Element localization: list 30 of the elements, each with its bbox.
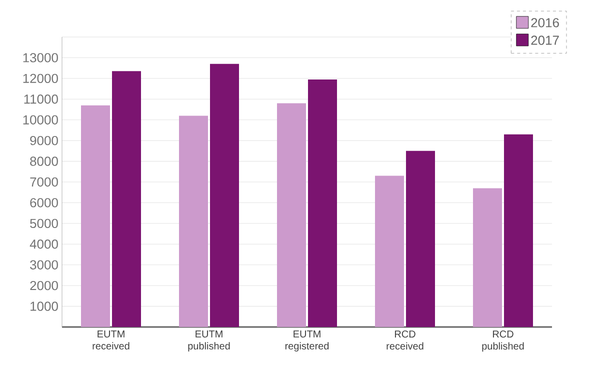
bar [179,116,208,327]
y-tick-label: 13000 [23,53,58,62]
y-tick-label: 7000 [30,177,58,187]
bar [504,134,533,327]
bar [112,71,142,327]
bar [277,103,306,327]
x-tick-label: RCD received [386,330,424,350]
x-tick-label: RCD published [482,330,524,352]
x-tick-label: EUTM received [92,330,130,350]
bar [375,176,404,327]
x-tick-label: EUTM published [188,330,230,352]
y-tick-label: 9000 [30,136,58,146]
legend-label: 2017 [531,36,559,45]
bar [81,105,110,327]
y-tick-label: 5000 [30,218,58,228]
y-tick-label: 1000 [30,302,58,311]
bar [210,64,240,327]
y-tick-label: 11000 [24,94,58,104]
y-tick-label: 6000 [30,198,58,208]
y-tick-label: 4000 [30,240,58,249]
y-tick-label: 10000 [23,115,58,124]
bar [308,79,337,327]
legend-label: 2016 [531,18,559,28]
x-tick-label: EUTM registered [285,330,329,352]
y-tick-label: 12000 [23,74,58,84]
y-tick-label: 3000 [30,260,58,270]
bar [406,150,435,327]
y-tick-label: 2000 [30,280,58,290]
y-tick-label: 8000 [30,156,58,166]
bar [472,188,502,327]
